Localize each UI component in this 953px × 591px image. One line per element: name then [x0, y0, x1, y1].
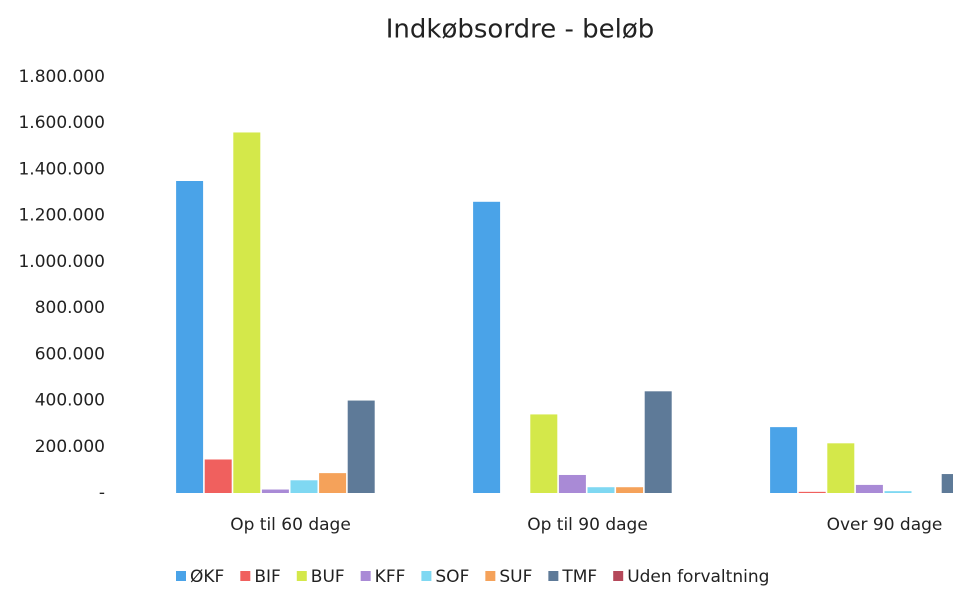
y-tick-label: 600.000 — [35, 344, 105, 364]
bar — [233, 132, 261, 493]
legend-swatch — [613, 571, 624, 581]
y-tick-label: 200.000 — [35, 437, 105, 457]
legend-swatch — [485, 571, 496, 581]
bar — [347, 400, 375, 493]
y-tick-label: 1.400.000 — [18, 159, 105, 179]
bar — [616, 487, 644, 493]
legend-label: ØKF — [190, 567, 224, 587]
legend-swatch — [421, 571, 432, 581]
y-tick-label: 400.000 — [35, 391, 105, 411]
bar — [644, 391, 672, 493]
y-tick-label: - — [99, 483, 105, 503]
bar — [176, 181, 204, 493]
bar — [941, 474, 953, 493]
y-tick-label: 1.200.000 — [18, 206, 105, 226]
x-tick-label: Op til 60 dage — [230, 515, 351, 535]
bar — [827, 443, 855, 493]
bar — [558, 474, 586, 493]
y-tick-label: 1.800.000 — [18, 67, 105, 87]
legend-label: BIF — [254, 567, 280, 587]
legend-label: KFF — [375, 567, 406, 587]
legend-swatch — [296, 571, 307, 581]
y-tick-label: 1.000.000 — [18, 252, 105, 272]
x-tick-label: Op til 90 dage — [527, 515, 648, 535]
bar — [770, 427, 798, 493]
legend-label: BUF — [311, 567, 345, 587]
bar — [530, 414, 558, 493]
legend-label: Uden forvaltning — [627, 567, 769, 587]
legend-swatch — [176, 571, 186, 581]
y-tick-label: 1.600.000 — [18, 113, 105, 133]
legend-label: SUF — [499, 567, 532, 587]
chart-title: Indkøbsordre - beløb — [386, 15, 654, 45]
bar — [798, 491, 826, 493]
bar — [587, 487, 615, 493]
bar — [319, 473, 347, 493]
bar — [261, 489, 289, 493]
bar — [855, 484, 883, 493]
legend-swatch — [240, 571, 251, 581]
bar — [204, 459, 232, 493]
bar — [884, 491, 912, 493]
legend-swatch — [548, 571, 559, 581]
bar — [290, 480, 318, 493]
bar — [473, 201, 501, 494]
legend-label: TMF — [561, 567, 597, 587]
legend-label: SOF — [435, 567, 469, 587]
legend-swatch — [360, 571, 371, 581]
y-tick-label: 800.000 — [35, 298, 105, 318]
x-tick-label: Over 90 dage — [827, 515, 943, 535]
